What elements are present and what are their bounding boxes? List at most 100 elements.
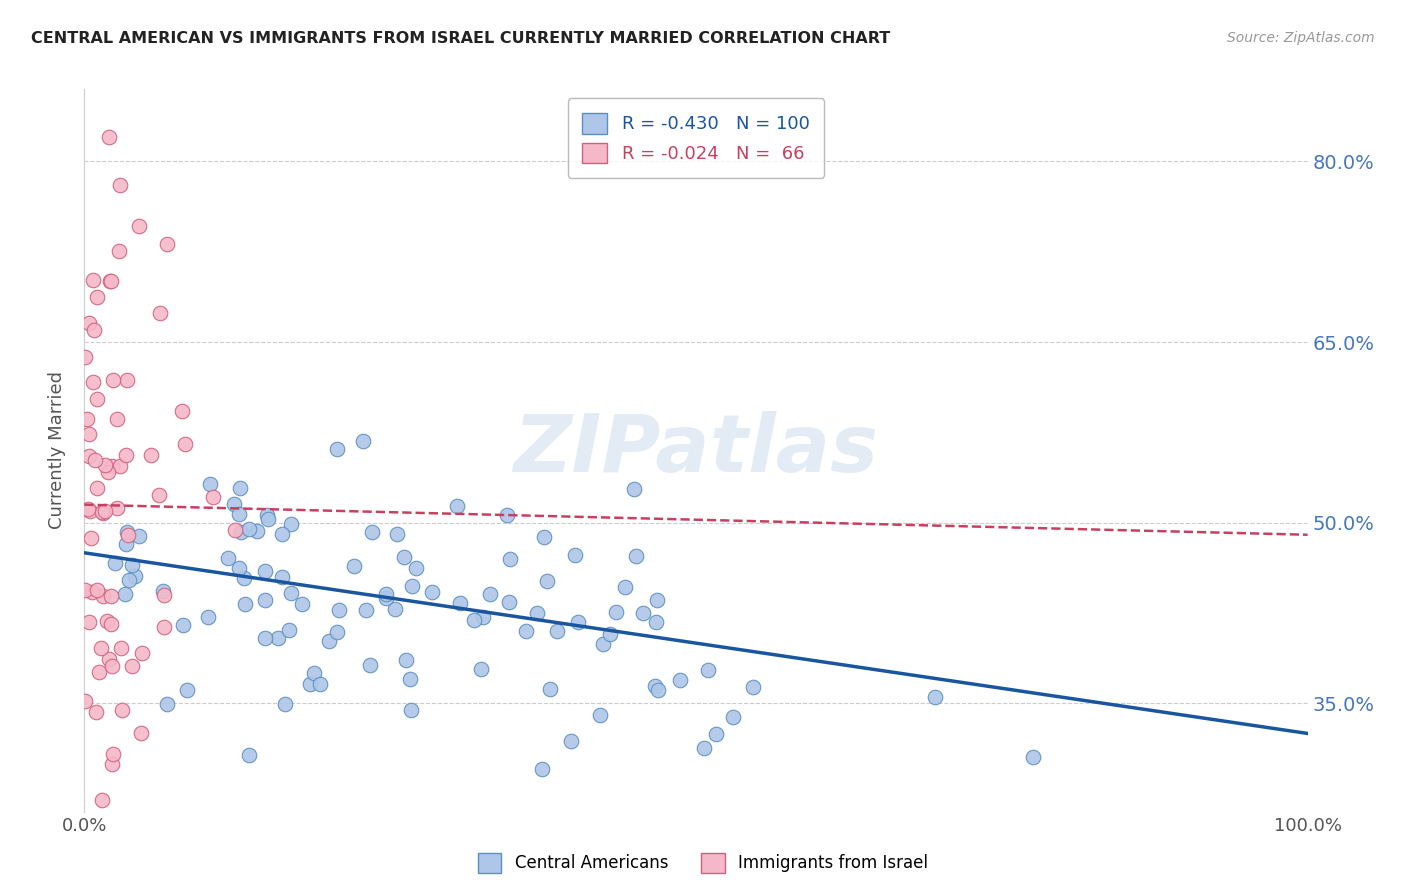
- Point: [94, 503, 117, 517]
- Point: [589, 708, 612, 723]
- Point: [90, 793, 112, 806]
- Point: [384, 602, 406, 616]
- Point: [1022, 750, 1045, 764]
- Point: [75, 582, 97, 597]
- Point: [217, 550, 239, 565]
- Point: [228, 560, 250, 574]
- Point: [100, 658, 122, 673]
- Point: [308, 677, 330, 691]
- Legend: Central Americans, Immigrants from Israel: Central Americans, Immigrants from Israe…: [471, 847, 935, 880]
- Point: [256, 512, 278, 526]
- Point: [325, 442, 347, 456]
- Point: [318, 634, 340, 648]
- Point: [200, 476, 222, 491]
- Point: [77, 426, 100, 441]
- Point: [401, 579, 423, 593]
- Point: [118, 573, 141, 587]
- Point: [280, 585, 302, 599]
- Point: [280, 517, 302, 532]
- Point: [420, 585, 443, 599]
- Point: [115, 537, 138, 551]
- Point: [536, 574, 558, 588]
- Point: [100, 590, 122, 604]
- Point: [538, 682, 561, 697]
- Point: [110, 458, 132, 473]
- Point: [155, 237, 177, 252]
- Point: [90, 640, 112, 655]
- Point: [498, 595, 520, 609]
- Point: [84, 705, 107, 719]
- Point: [98, 274, 121, 288]
- Point: [449, 596, 471, 610]
- Point: [278, 623, 301, 637]
- Point: [86, 392, 108, 406]
- Point: [80, 531, 103, 545]
- Point: [693, 741, 716, 756]
- Point: [83, 452, 105, 467]
- Point: [605, 606, 627, 620]
- Point: [114, 587, 136, 601]
- Point: [73, 350, 96, 364]
- Point: [645, 615, 668, 630]
- Point: [115, 524, 138, 539]
- Point: [76, 412, 98, 426]
- Point: [228, 508, 250, 522]
- Point: [472, 610, 495, 624]
- Point: [101, 373, 124, 387]
- Point: [96, 614, 118, 628]
- Point: [624, 549, 647, 563]
- Point: [478, 587, 501, 601]
- Point: [470, 662, 492, 676]
- Point: [100, 274, 122, 288]
- Point: [75, 694, 97, 708]
- Point: [129, 726, 152, 740]
- Point: [233, 597, 256, 611]
- Point: [253, 593, 276, 607]
- Point: [86, 582, 108, 597]
- Point: [385, 527, 408, 541]
- Legend: R = -0.430   N = 100, R = -0.024   N =  66: R = -0.430 N = 100, R = -0.024 N = 66: [568, 98, 824, 178]
- Point: [359, 657, 381, 672]
- Point: [531, 762, 554, 776]
- Point: [328, 602, 350, 616]
- Point: [76, 501, 98, 516]
- Point: [254, 564, 277, 578]
- Point: [172, 617, 194, 632]
- Point: [115, 449, 138, 463]
- Point: [100, 616, 122, 631]
- Point: [170, 403, 193, 417]
- Point: [91, 506, 114, 520]
- Point: [101, 459, 124, 474]
- Point: [343, 559, 366, 574]
- Point: [361, 525, 384, 540]
- Point: [105, 411, 128, 425]
- Point: [202, 491, 225, 505]
- Text: CENTRAL AMERICAN VS IMMIGRANTS FROM ISRAEL CURRENTLY MARRIED CORRELATION CHART: CENTRAL AMERICAN VS IMMIGRANTS FROM ISRA…: [31, 31, 890, 46]
- Point: [515, 624, 537, 639]
- Point: [173, 437, 195, 451]
- Point: [392, 549, 415, 564]
- Point: [197, 610, 219, 624]
- Point: [696, 663, 718, 677]
- Point: [79, 615, 101, 630]
- Point: [117, 527, 139, 541]
- Point: [354, 603, 377, 617]
- Point: [599, 627, 621, 641]
- Point: [375, 591, 398, 605]
- Point: [91, 505, 114, 519]
- Point: [97, 465, 120, 479]
- Point: [298, 676, 321, 690]
- Point: [176, 682, 198, 697]
- Point: [669, 673, 692, 687]
- Point: [253, 632, 276, 646]
- Text: Source: ZipAtlas.com: Source: ZipAtlas.com: [1227, 31, 1375, 45]
- Point: [495, 508, 517, 522]
- Point: [94, 458, 117, 473]
- Point: [224, 523, 246, 537]
- Point: [148, 305, 170, 319]
- Point: [302, 665, 325, 680]
- Point: [645, 593, 668, 607]
- Y-axis label: Currently Married: Currently Married: [48, 371, 66, 530]
- Point: [229, 481, 252, 495]
- Point: [121, 558, 143, 572]
